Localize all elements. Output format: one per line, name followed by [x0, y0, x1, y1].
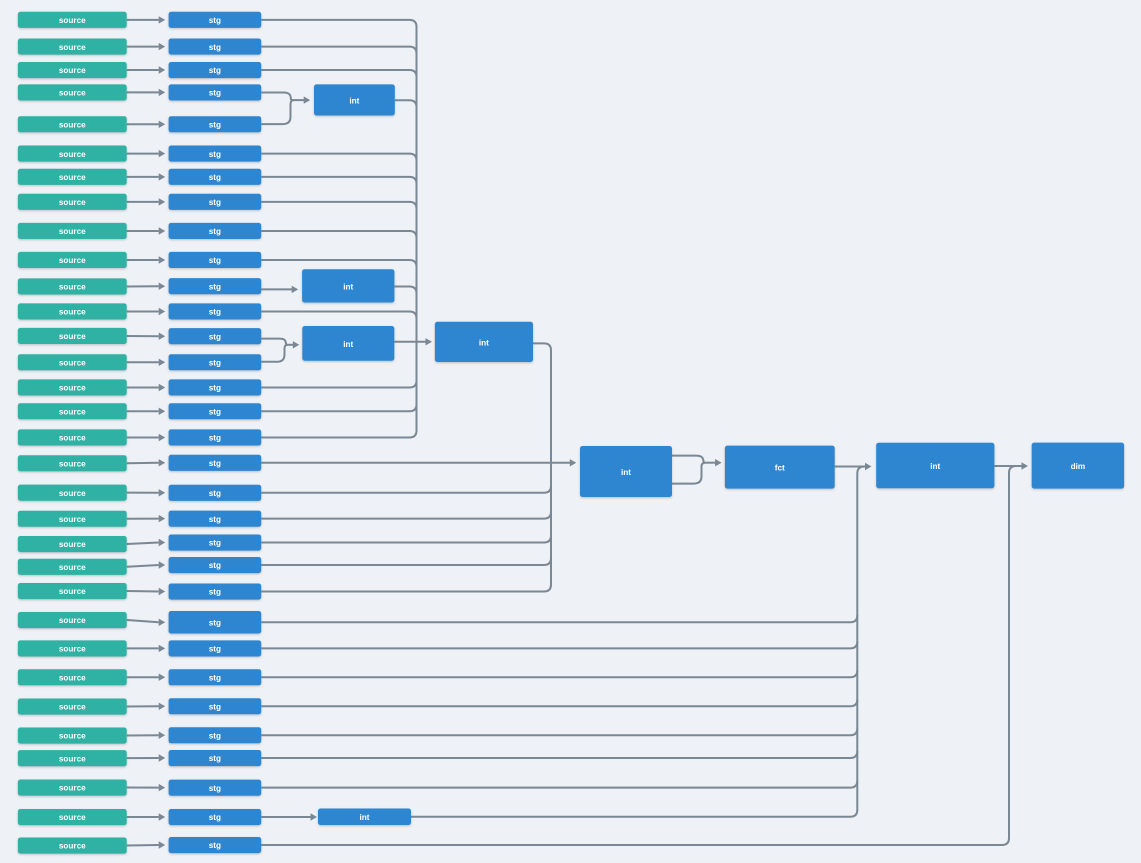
svg-text:source: source: [59, 173, 86, 182]
svg-text:stg: stg: [209, 434, 221, 443]
svg-text:source: source: [59, 89, 86, 98]
svg-text:stg: stg: [209, 754, 221, 763]
svg-text:source: source: [59, 227, 86, 236]
svg-text:source: source: [59, 359, 86, 368]
svg-text:stg: stg: [209, 173, 221, 182]
svg-text:stg: stg: [209, 731, 221, 740]
svg-text:stg: stg: [209, 89, 221, 98]
svg-text:source: source: [59, 732, 86, 741]
svg-text:stg: stg: [209, 539, 221, 548]
svg-text:stg: stg: [209, 673, 221, 682]
svg-text:int: int: [479, 339, 489, 348]
svg-text:source: source: [59, 384, 86, 393]
svg-text:stg: stg: [209, 256, 221, 265]
svg-text:int: int: [343, 340, 353, 349]
svg-text:source: source: [59, 283, 86, 292]
svg-text:stg: stg: [209, 784, 221, 793]
svg-text:source: source: [59, 256, 86, 265]
svg-text:stg: stg: [209, 332, 221, 341]
svg-text:source: source: [59, 703, 86, 712]
svg-text:source: source: [59, 784, 86, 793]
svg-text:stg: stg: [209, 66, 221, 75]
svg-text:stg: stg: [209, 588, 221, 597]
svg-text:source: source: [59, 408, 86, 417]
svg-text:source: source: [59, 616, 86, 625]
svg-text:source: source: [59, 150, 86, 159]
svg-text:dim: dim: [1071, 462, 1086, 471]
svg-text:source: source: [59, 460, 86, 469]
svg-text:source: source: [59, 16, 86, 25]
svg-text:stg: stg: [209, 43, 221, 52]
svg-text:int: int: [621, 468, 631, 477]
svg-text:stg: stg: [209, 561, 221, 570]
svg-text:source: source: [59, 540, 86, 549]
svg-text:stg: stg: [209, 227, 221, 236]
svg-text:source: source: [59, 434, 86, 443]
svg-text:int: int: [343, 282, 353, 291]
svg-text:int: int: [930, 462, 940, 471]
svg-text:stg: stg: [209, 841, 221, 850]
svg-text:source: source: [59, 754, 86, 763]
svg-text:fct: fct: [775, 464, 785, 473]
svg-text:source: source: [59, 66, 86, 75]
svg-text:stg: stg: [209, 619, 221, 628]
svg-text:source: source: [59, 489, 86, 498]
svg-text:source: source: [59, 587, 86, 596]
svg-text:stg: stg: [209, 198, 221, 207]
svg-text:source: source: [59, 121, 86, 130]
svg-text:source: source: [59, 332, 86, 341]
svg-text:source: source: [59, 842, 86, 851]
svg-text:stg: stg: [209, 515, 221, 524]
svg-text:source: source: [59, 563, 86, 572]
svg-text:source: source: [59, 515, 86, 524]
svg-text:source: source: [59, 308, 86, 317]
svg-text:stg: stg: [209, 459, 221, 468]
svg-text:stg: stg: [209, 308, 221, 317]
svg-text:stg: stg: [209, 408, 221, 417]
svg-text:source: source: [59, 673, 86, 682]
svg-text:source: source: [59, 813, 86, 822]
svg-text:source: source: [59, 43, 86, 52]
svg-text:stg: stg: [209, 16, 221, 25]
svg-text:source: source: [59, 198, 86, 207]
svg-text:stg: stg: [209, 489, 221, 498]
svg-text:stg: stg: [209, 150, 221, 159]
svg-text:int: int: [349, 97, 359, 106]
svg-text:stg: stg: [209, 645, 221, 654]
svg-text:stg: stg: [209, 359, 221, 368]
svg-text:int: int: [359, 813, 369, 822]
svg-text:stg: stg: [209, 703, 221, 712]
svg-text:stg: stg: [209, 813, 221, 822]
svg-text:source: source: [59, 645, 86, 654]
svg-text:stg: stg: [209, 121, 221, 130]
svg-text:stg: stg: [209, 282, 221, 291]
svg-text:stg: stg: [209, 384, 221, 393]
